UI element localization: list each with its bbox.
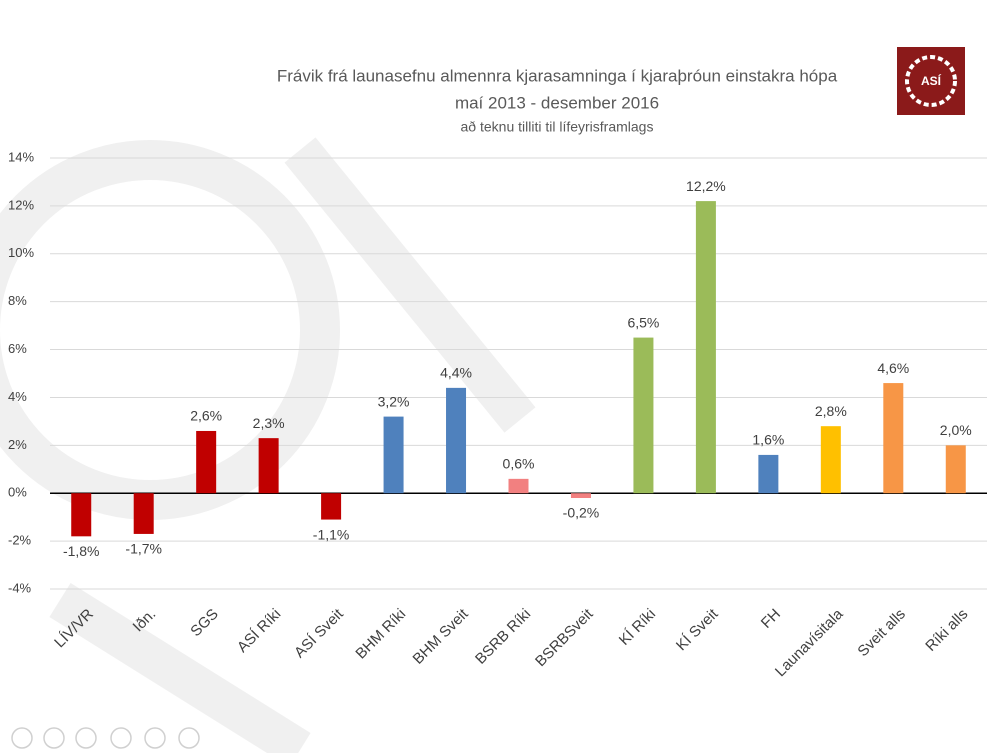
bar (196, 430, 217, 494)
value-label: 2,0% (940, 422, 972, 438)
control-more[interactable] (178, 727, 200, 749)
control-slides[interactable] (110, 727, 132, 749)
bar (258, 438, 279, 494)
bar (633, 337, 654, 494)
x-tick-label: BHM Ríki (352, 606, 409, 663)
x-tick-label: BSRB Ríki (472, 606, 534, 668)
chart-caption: að teknu tilliti til lífeyrisframlags (461, 119, 654, 135)
value-label: 1,6% (752, 432, 784, 448)
logo-text: ASÍ (921, 73, 942, 88)
bar (508, 478, 529, 494)
x-tick-label: Launavísitala (772, 605, 847, 680)
value-label: 12,2% (686, 178, 726, 194)
y-tick-label: -4% (8, 580, 32, 595)
value-label: -0,2% (563, 505, 600, 521)
control-pen[interactable] (75, 727, 97, 749)
x-tick-label: BSRBSveit (532, 605, 597, 670)
slide-controls (11, 727, 200, 749)
value-label: -1,8% (63, 543, 100, 559)
x-tick-label: ASÍ Ríki (234, 606, 284, 656)
bar (133, 493, 154, 534)
value-label: -1,1% (313, 526, 350, 542)
bar (71, 493, 92, 537)
bar (446, 387, 467, 494)
chart-subtitle: maí 2013 - desember 2016 (455, 93, 659, 112)
logo: ASÍ (897, 47, 965, 115)
y-tick-label: 6% (8, 341, 27, 356)
control-prev[interactable] (11, 727, 33, 749)
y-tick-label: 0% (8, 485, 27, 500)
logo-ring (905, 55, 957, 107)
y-tick-label: 4% (8, 389, 27, 404)
control-next[interactable] (43, 727, 65, 749)
value-label: 2,8% (815, 403, 847, 419)
x-tick-label: Ríki alls (922, 606, 971, 655)
y-tick-label: 12% (8, 197, 34, 212)
x-tick-label: SGS (187, 606, 221, 640)
bar (758, 454, 779, 494)
x-tick-label: BHM Sveit (410, 605, 473, 668)
bar (883, 383, 904, 494)
bar (383, 416, 404, 494)
x-tick-label: KÍ Ríki (616, 606, 659, 649)
value-label: 4,4% (440, 365, 472, 381)
value-label: 0,6% (503, 456, 535, 472)
bar (321, 493, 342, 520)
x-tick-label: Sveit alls (854, 606, 908, 660)
value-label: 2,6% (190, 408, 222, 424)
value-label: 4,6% (877, 360, 909, 376)
value-label: 3,2% (378, 393, 410, 409)
x-tick-label: KÍ Sveit (673, 605, 722, 654)
bar (695, 201, 716, 494)
x-tick-label: FH (758, 606, 784, 632)
value-label: 6,5% (627, 314, 659, 330)
y-tick-label: 14% (8, 149, 34, 164)
y-tick-label: -2% (8, 533, 32, 548)
bar (570, 493, 591, 499)
y-tick-label: 10% (8, 245, 34, 260)
y-tick-label: 8% (8, 293, 27, 308)
bar (945, 445, 966, 494)
y-tick-label: 2% (8, 437, 27, 452)
chart-title: Frávik frá launasefnu almennra kjarasamn… (277, 66, 838, 85)
value-label: -1,7% (125, 541, 162, 557)
bar (820, 426, 841, 494)
x-tick-label: ASÍ Sveit (291, 605, 347, 661)
control-zoom[interactable] (144, 727, 166, 749)
value-label: 2,3% (253, 415, 285, 431)
